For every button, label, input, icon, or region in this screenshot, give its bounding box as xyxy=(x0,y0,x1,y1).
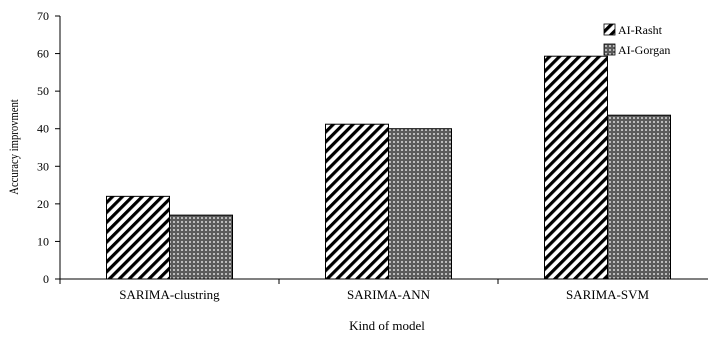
bar-gorgan xyxy=(388,128,452,280)
y-tick-label: 60 xyxy=(37,47,49,61)
legend-label: AI-Gorgan xyxy=(618,43,670,57)
y-tick-label: 0 xyxy=(43,272,49,286)
x-axis-title: Kind of model xyxy=(349,318,425,333)
y-tick-label: 10 xyxy=(37,234,49,248)
y-axis-title: Accuracy improvment xyxy=(6,99,21,195)
bar-rasht xyxy=(544,55,608,280)
x-tick-label: SARIMA-SVM xyxy=(566,287,650,302)
legend-swatch xyxy=(603,43,616,56)
y-tick-label: 30 xyxy=(37,159,49,173)
x-tick-label: SARIMA-ANN xyxy=(347,287,431,302)
y-tick-label: 40 xyxy=(37,122,49,136)
y-tick-label: 20 xyxy=(37,197,49,211)
legend-label: AI-Rasht xyxy=(618,23,663,37)
y-tick-label: 50 xyxy=(37,84,49,98)
x-tick-label: SARIMA-clustring xyxy=(119,287,220,302)
bars xyxy=(106,55,671,280)
bar-gorgan xyxy=(169,214,233,280)
bar-rasht xyxy=(325,123,389,280)
bar-gorgan xyxy=(607,114,671,280)
bar-rasht xyxy=(106,195,170,280)
legend: AI-Rasht AI-Gorgan xyxy=(603,23,670,57)
y-tick-label: 70 xyxy=(37,9,49,23)
legend-swatch xyxy=(603,23,616,36)
x-axis: SARIMA-clustring SARIMA-ANN SARIMA-SVM xyxy=(59,278,708,302)
y-axis: 0 10 20 30 40 50 60 70 xyxy=(37,9,61,286)
